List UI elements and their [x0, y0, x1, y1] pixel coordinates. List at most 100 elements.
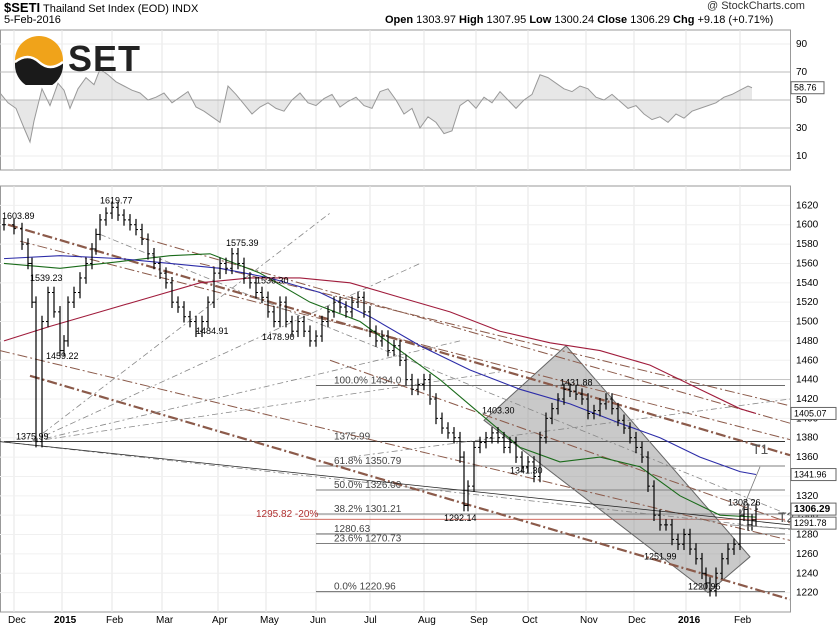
trend-line: [199, 262, 791, 407]
right-value-label: 1341.96: [794, 470, 827, 480]
quote-label: Close: [597, 14, 628, 26]
target-line-t2: [729, 524, 791, 530]
fib-level-label: 100.0% 1434.0: [334, 375, 402, 386]
quote-value: 1303.97: [413, 14, 459, 26]
x-tick-label: Jul: [364, 615, 377, 625]
price-annotation: 1459.22: [46, 351, 79, 361]
set-logo-icon: [14, 36, 64, 85]
fan-line: [31, 212, 331, 442]
price-y-tick-label: 1280: [796, 530, 819, 541]
price-y-tick-label: 1520: [796, 297, 819, 308]
rsi-y-tick-label: 90: [796, 39, 808, 50]
moving-average-line: [3, 277, 757, 415]
price-annotation: 1375.99: [16, 432, 49, 442]
x-tick-label: 2016: [678, 615, 701, 625]
price-y-tick-label: 1480: [796, 336, 819, 347]
price-y-tick-label: 1580: [796, 239, 819, 250]
fib-level-label: 0.0% 1220.96: [334, 582, 396, 593]
symbol-title: $SETI Thailand Set Index (EOD) INDX: [4, 0, 198, 15]
index-name: Thailand Set Index (EOD): [42, 3, 169, 15]
price-y-tick-label: 1220: [796, 588, 819, 599]
target-label: T1: [752, 441, 769, 457]
x-tick-label: Sep: [470, 615, 488, 625]
moving-average-line: [3, 255, 757, 476]
price-annotation: 1575.39: [226, 238, 259, 248]
quote-label: Open: [385, 14, 414, 26]
price-annotation: 1403.30: [482, 405, 515, 415]
trend-line: [29, 374, 791, 601]
x-tick-label: Jun: [310, 615, 326, 625]
price-annotation: 1220.96: [688, 582, 721, 592]
fib-level-label: 50.0% 1326.00: [334, 480, 402, 491]
fib-level-label: 1295.82 -20%: [256, 509, 318, 520]
moving-average-line: [3, 253, 757, 518]
price-y-tick-label: 1620: [796, 200, 819, 211]
x-tick-label: Aug: [418, 615, 436, 625]
price-annotation: 1251.99: [644, 552, 677, 562]
trend-line: [0, 350, 791, 541]
quote-value: 1306.29: [627, 14, 674, 26]
trend-line: [329, 359, 791, 524]
target-label: T2: [778, 509, 795, 525]
price-annotation: 1536.30: [256, 276, 289, 286]
rsi-y-tick-label: 70: [796, 67, 808, 78]
target-line-t1: [739, 466, 761, 516]
x-tick-label: Oct: [522, 615, 538, 625]
quote-value: 1307.95: [483, 14, 530, 26]
rsi-y-tick-label: 50: [796, 95, 808, 106]
right-value-box: [790, 502, 837, 516]
x-tick-label: May: [260, 615, 279, 625]
price-y-tick-label: 1300: [796, 510, 819, 521]
price-y-tick-label: 1500: [796, 317, 819, 328]
long-trend-line: [0, 441, 791, 526]
price-annotation: 1484.91: [196, 326, 229, 336]
fib-level-label: 61.8% 1350.79: [334, 456, 402, 467]
logo-text: SET: [68, 38, 142, 79]
price-annotation: 1341.30: [510, 465, 543, 475]
price-y-tick-label: 1560: [796, 258, 819, 269]
right-value-box: [790, 516, 837, 530]
trend-line: [7, 223, 791, 457]
right-value-label: 1405.07: [794, 408, 827, 418]
trend-line: [19, 240, 791, 441]
fib-level-label: 38.2% 1301.21: [334, 504, 402, 515]
quote-bar: Open 1303.97 High 1307.95 Low 1300.24 Cl…: [385, 14, 773, 26]
price-y-tick-label: 1360: [796, 452, 819, 463]
x-tick-label: Nov: [580, 615, 598, 625]
quote-label: High: [459, 14, 484, 26]
exchange: INDX: [172, 3, 199, 15]
price-y-tick-label: 1380: [796, 433, 819, 444]
price-annotation: 1292.14: [444, 513, 477, 523]
price-annotation: 1431.88: [560, 377, 593, 387]
right-value-box: [790, 468, 837, 482]
fan-line: [31, 371, 501, 442]
date-label: 5-Feb-2016: [4, 14, 61, 26]
price-annotation: 1603.89: [2, 211, 35, 221]
right-value-box: [790, 406, 837, 420]
copyright: @ StockCharts.com: [707, 0, 805, 12]
price-y-tick-label: 1420: [796, 394, 819, 405]
rsi-last-value-box: [790, 81, 825, 95]
quote-label: Chg: [673, 14, 695, 26]
fan-line: [31, 340, 461, 442]
quote-label: Low: [529, 14, 552, 26]
price-annotation: 1308.26: [728, 497, 761, 507]
price-annotation: 1539.23: [30, 273, 63, 283]
fib-level-label: 1280.63: [334, 524, 371, 535]
price-y-tick-label: 1240: [796, 568, 819, 579]
right-value-label: 1306.29: [794, 504, 831, 515]
fib-level-label: 23.6% 1270.73: [334, 534, 402, 545]
x-tick-label: Mar: [156, 615, 174, 625]
x-tick-label: Feb: [734, 615, 752, 625]
x-tick-label: Dec: [8, 615, 26, 625]
set-logo: SET: [14, 32, 144, 88]
quote-value: +9.18 (+0.71%): [694, 14, 774, 26]
x-tick-label: 2015: [54, 615, 77, 625]
fan-line: [349, 398, 791, 458]
rsi-last-value-label: 58.76: [794, 83, 817, 93]
price-annotation: 1619.77: [100, 195, 133, 205]
right-value-label: 1291.78: [794, 518, 827, 528]
price-y-tick-label: 1460: [796, 355, 819, 366]
